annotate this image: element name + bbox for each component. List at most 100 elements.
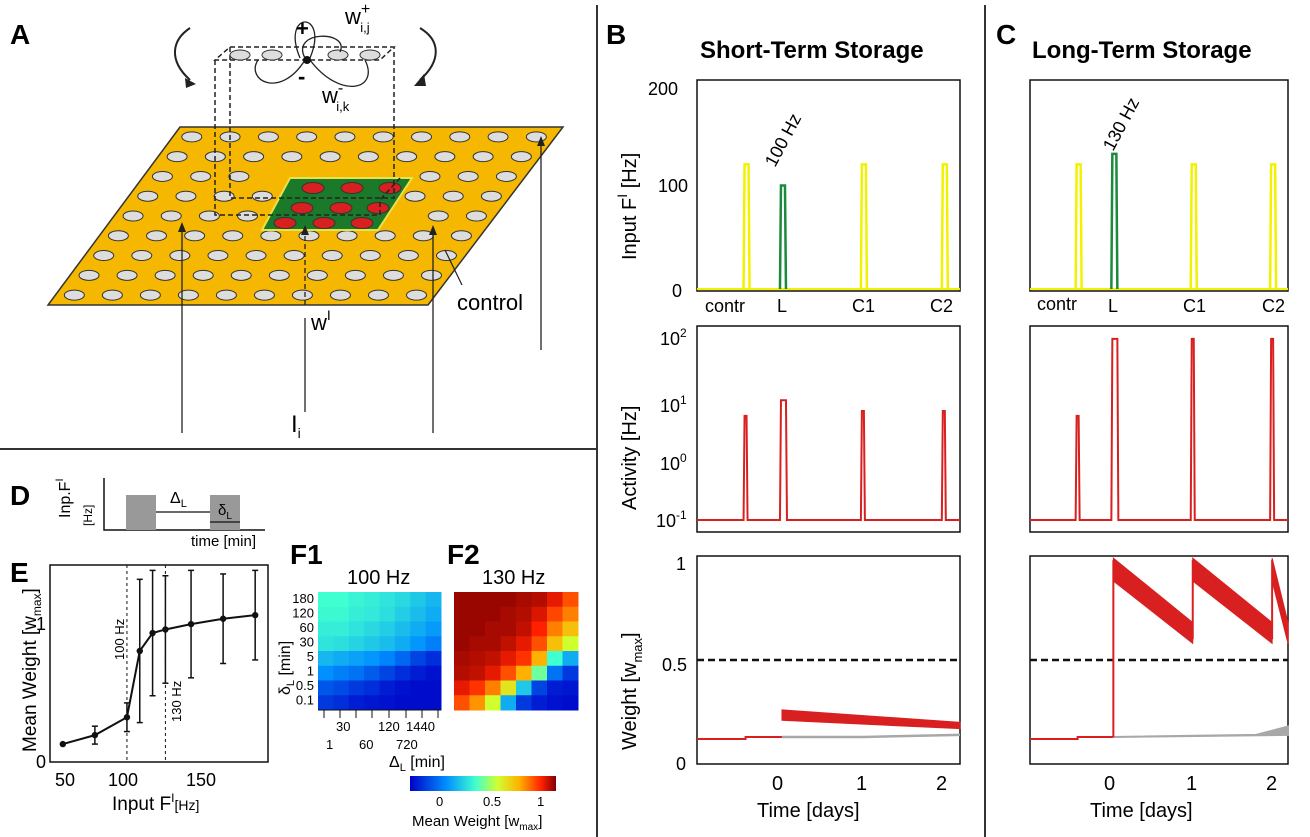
c-plots xyxy=(1030,152,1289,741)
neuron xyxy=(190,170,212,182)
d-yunit: [Hz] xyxy=(81,505,95,526)
heatmap-cell xyxy=(425,665,442,681)
b-input-frame xyxy=(696,79,961,292)
heatmap-cell xyxy=(318,592,334,608)
b-time-tick-0: 0 xyxy=(772,773,783,795)
input-ytick-100: 100 xyxy=(658,176,688,196)
neuron xyxy=(281,151,303,163)
heatmap-cell xyxy=(562,636,579,652)
panel-a-diagram: + - w+ i,j w-i,k control wI Ii xyxy=(46,1,565,441)
neuron xyxy=(465,210,487,222)
yellow-pulse xyxy=(940,163,950,290)
activity-ytick-2: 101 xyxy=(660,393,687,416)
e-point xyxy=(123,714,131,721)
neuron xyxy=(198,210,220,222)
neuron xyxy=(298,230,320,242)
heatmap-cell xyxy=(485,651,501,667)
heatmap-cell xyxy=(348,695,365,711)
heatmap-cell xyxy=(379,592,396,608)
neuron xyxy=(177,289,199,301)
input-arrowhead-4 xyxy=(537,136,545,146)
activity-ylabel: Activity [Hz] xyxy=(619,406,641,510)
cbar-tick-1: 1 xyxy=(537,794,544,809)
heatmap-cell xyxy=(410,665,427,681)
panel-letter-f1: F1 xyxy=(290,539,323,570)
neuron xyxy=(228,170,250,182)
heatmap-cell xyxy=(516,621,532,637)
zoom-box-back xyxy=(229,47,395,199)
heatmap-cell xyxy=(394,665,411,681)
weight-ytick-05: 0.5 xyxy=(662,655,687,675)
panel-letter-c: C xyxy=(996,19,1016,50)
panel-letter-f2: F2 xyxy=(447,539,480,570)
heatmap-cell xyxy=(562,695,579,711)
neuron xyxy=(495,170,517,182)
zoom-neurons xyxy=(229,49,381,61)
f-xtick-bottom: 720 xyxy=(396,737,418,752)
neuron xyxy=(139,289,161,301)
weight-ylabel: Weight [wmax] xyxy=(619,632,645,750)
panel-d-diagram: Inp.FI [Hz] ΔL δL time [min] xyxy=(54,478,265,550)
neuron xyxy=(420,269,442,281)
f-ytick: 30 xyxy=(300,635,314,650)
heatmap-cell xyxy=(364,695,380,711)
f-ytick: 120 xyxy=(292,606,314,621)
heatmap-cell xyxy=(454,665,470,681)
minus-sign: - xyxy=(298,64,305,89)
yellow-pulse xyxy=(742,163,751,290)
neuron xyxy=(367,289,389,301)
assembly-neuron xyxy=(329,202,353,214)
cbar-tick-05: 0.5 xyxy=(483,794,501,809)
neuron xyxy=(192,269,214,281)
zoom-neuron xyxy=(229,49,251,61)
input-ytick-0: 0 xyxy=(672,281,682,301)
heatmap-cell xyxy=(410,606,427,622)
heatmap-cell xyxy=(547,651,563,667)
neuron xyxy=(372,131,394,143)
weight-ytick-1: 1 xyxy=(676,554,686,574)
assembly-neuron xyxy=(301,182,325,194)
plus-sign: + xyxy=(296,16,309,41)
weight-decay-day2 xyxy=(1271,557,1289,644)
neuron xyxy=(357,151,379,163)
e-xtick-150: 150 xyxy=(186,770,216,790)
activity-ytick-4: 10-1 xyxy=(656,508,687,531)
neuron xyxy=(245,250,267,262)
f-ylabel: δL [min] xyxy=(277,641,297,695)
heatmap-cell xyxy=(516,636,532,652)
e-point xyxy=(187,620,195,628)
neuron xyxy=(160,210,182,222)
heatmap-cell xyxy=(348,665,365,681)
heatmap-cell xyxy=(485,621,501,637)
weight-decay-day0 xyxy=(1112,557,1194,645)
heatmap-cell xyxy=(516,606,532,622)
neuron xyxy=(215,289,237,301)
heatmap-cell xyxy=(379,651,396,667)
neuron xyxy=(321,250,343,262)
b-xtick-c2: C2 xyxy=(930,296,953,316)
neuron xyxy=(268,269,290,281)
neuron xyxy=(78,269,100,281)
heatmap-cell xyxy=(394,621,411,637)
input-arrowhead-2 xyxy=(301,225,309,235)
heatmap-cell xyxy=(410,695,427,711)
neuron xyxy=(257,131,279,143)
heatmap-cell xyxy=(516,695,532,711)
rotate-arrowhead-left xyxy=(185,78,196,88)
heatmap-cell xyxy=(516,651,532,667)
heatmap-cell xyxy=(469,665,486,681)
heatmap-cell xyxy=(333,606,350,622)
heatmap-cell xyxy=(425,695,442,711)
heatmap-cell xyxy=(562,592,579,608)
f-xlabel: ΔL [min] xyxy=(389,754,445,774)
assembly-neuron xyxy=(273,217,297,229)
e-ytick-0: 0 xyxy=(36,752,46,772)
f2-title: 130 Hz xyxy=(482,567,545,589)
heatmap-cell xyxy=(454,636,470,652)
synapse-dot xyxy=(303,56,311,64)
neuron xyxy=(151,170,173,182)
f1-title: 100 Hz xyxy=(347,567,410,589)
heatmap-cell xyxy=(516,680,532,696)
neuron xyxy=(251,190,273,202)
